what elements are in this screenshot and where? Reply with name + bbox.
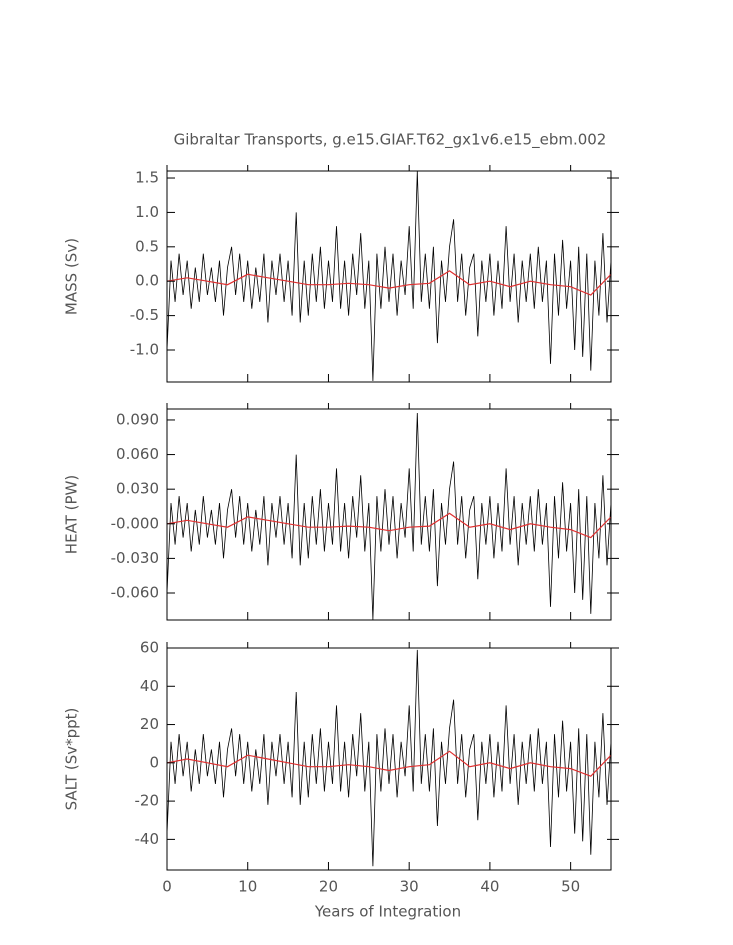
y-tick-label: 1.5 xyxy=(135,169,159,187)
plot-frame xyxy=(166,170,612,383)
data-line xyxy=(167,270,611,296)
y-tick-label: 20 xyxy=(140,715,159,733)
x-tick-label: 0 xyxy=(162,878,172,896)
plot-frame xyxy=(166,647,612,871)
y-tick-label: 0.060 xyxy=(116,445,159,463)
y-tick-label: 1.0 xyxy=(135,203,159,221)
y-tick-label: -1.0 xyxy=(130,341,159,359)
data-line xyxy=(167,649,611,867)
x-tick-label: 40 xyxy=(480,878,499,896)
y-tick-label: 40 xyxy=(140,677,159,695)
y-tick-label: -0.5 xyxy=(130,306,159,324)
y-tick-label: 0 xyxy=(149,753,159,771)
y-tick-label: 0.030 xyxy=(116,480,159,498)
x-axis-label: Years of Integration xyxy=(314,903,461,921)
data-line xyxy=(167,171,611,382)
x-tick-label: 20 xyxy=(319,878,338,896)
y-tick-label: -40 xyxy=(135,830,160,848)
y-tick-label: -0.030 xyxy=(111,549,159,567)
plot-frame xyxy=(166,408,612,621)
y-tick-label: 0.090 xyxy=(116,410,159,428)
y-axis-label: SALT (Sv*ppt) xyxy=(63,708,81,811)
y-tick-label: -0.060 xyxy=(111,584,159,602)
data-line xyxy=(167,512,611,539)
x-tick-label: 10 xyxy=(238,878,257,896)
data-line xyxy=(167,412,611,620)
y-tick-label: -0.000 xyxy=(111,514,159,532)
y-axis-label: HEAT (PW) xyxy=(63,475,81,554)
y-axis-label: MASS (Sv) xyxy=(63,238,81,315)
x-tick-label: 30 xyxy=(400,878,419,896)
y-tick-label: 60 xyxy=(140,639,159,657)
y-tick-label: 0.5 xyxy=(135,237,159,255)
x-tick-label: 50 xyxy=(561,878,580,896)
chart-title: Gibraltar Transports, g.e15.GIAF.T62_gx1… xyxy=(174,131,607,150)
y-tick-label: -20 xyxy=(135,792,160,810)
y-tick-label: 0.0 xyxy=(135,272,159,290)
data-line xyxy=(167,750,611,777)
